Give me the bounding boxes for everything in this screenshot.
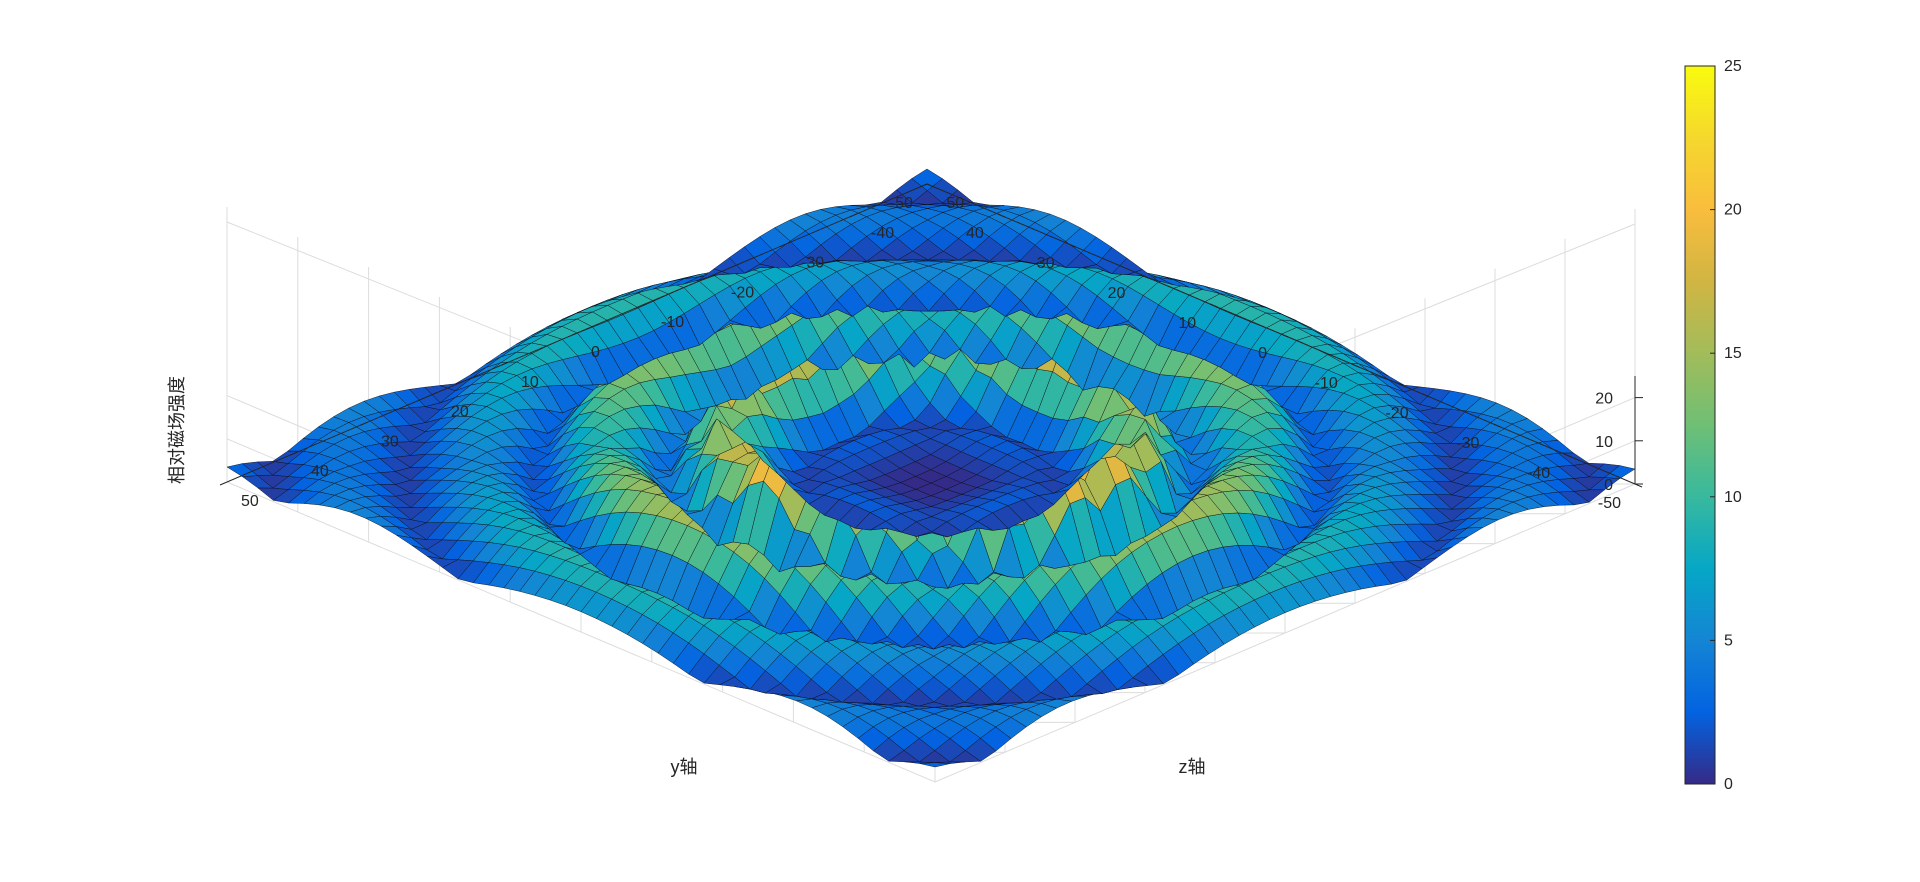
y-tick-label: -20 <box>731 284 754 301</box>
y-tick-mark <box>779 243 788 248</box>
x-tick-label: 40 <box>966 225 984 242</box>
x-tick-mark <box>1422 393 1430 398</box>
x-tick-mark <box>997 213 1005 218</box>
x-tick-label: 10 <box>1178 315 1196 332</box>
y-tick-label: -50 <box>941 195 964 212</box>
z-axis-label: 相对磁场强度 <box>167 376 187 484</box>
y-tick-mark <box>429 392 438 397</box>
y-tick-mark <box>289 451 298 456</box>
y-tick-mark <box>569 332 578 337</box>
x-tick-label: -40 <box>1527 465 1550 482</box>
colorbar-tick-label: 10 <box>1724 489 1742 506</box>
y-tick-mark <box>709 272 718 277</box>
colorbar-gradient <box>1684 65 1716 785</box>
surface-patch <box>911 168 943 191</box>
x-tick-mark <box>926 183 935 188</box>
x-tick-label: -50 <box>1598 495 1621 512</box>
x-tick-mark <box>1280 333 1289 338</box>
x-tick-mark <box>1564 453 1572 458</box>
colorbar-tick-label: 0 <box>1724 776 1733 793</box>
x-tick-label: -30 <box>1456 435 1479 452</box>
y-tick-label: -40 <box>871 225 894 242</box>
y-tick-label: -10 <box>661 314 684 331</box>
x-axis-label: y轴 <box>671 757 698 777</box>
x-tick-label: 50 <box>895 195 913 212</box>
colorbar-tick-label: 5 <box>1724 632 1733 649</box>
y-tick-mark <box>919 183 928 188</box>
y-tick-label: 50 <box>241 493 259 510</box>
x-tick-mark <box>1068 243 1076 248</box>
x-tick-mark <box>1210 303 1218 308</box>
colorbar-tick-label: 15 <box>1724 345 1742 362</box>
y-tick-mark <box>219 481 228 486</box>
z-tick-label: 20 <box>1595 391 1613 408</box>
y-tick-label: 30 <box>381 433 399 450</box>
colorbar-tick-label: 25 <box>1724 58 1742 75</box>
x-tick-mark <box>1351 363 1359 368</box>
x-tick-mark <box>1493 423 1501 428</box>
y-tick-label: 20 <box>451 404 469 421</box>
x-tick-label: -20 <box>1385 405 1408 422</box>
z-tick-label: 10 <box>1595 434 1613 451</box>
x-tick-label: -10 <box>1315 375 1338 392</box>
colorbar-tick-label: 20 <box>1724 202 1742 219</box>
y-tick-mark <box>499 362 508 367</box>
axes: -50 -40 -30 -20 -10 0 10 20 30 40 50 -50 -40 -30 -20 -1… <box>167 183 1643 777</box>
y-tick-label: 10 <box>521 374 539 391</box>
x-tick-label: 30 <box>1037 255 1055 272</box>
x-tick-label: 20 <box>1108 285 1126 302</box>
y-tick-mark <box>359 421 368 426</box>
colorbar: 0 5 10 15 20 25 <box>1684 58 1742 793</box>
y-axis-label: z轴 <box>1179 757 1206 777</box>
y-tick-mark <box>639 302 648 307</box>
y-tick-mark <box>849 213 858 218</box>
y-tick-label: 40 <box>311 463 329 480</box>
x-tick-label: 0 <box>1258 345 1267 362</box>
y-tick-label: -30 <box>801 255 824 272</box>
x-tick-mark <box>1139 273 1147 278</box>
y-tick-label: 0 <box>591 344 600 361</box>
z-tick-label: 0 <box>1604 477 1613 494</box>
surface-mesh <box>226 168 1636 768</box>
